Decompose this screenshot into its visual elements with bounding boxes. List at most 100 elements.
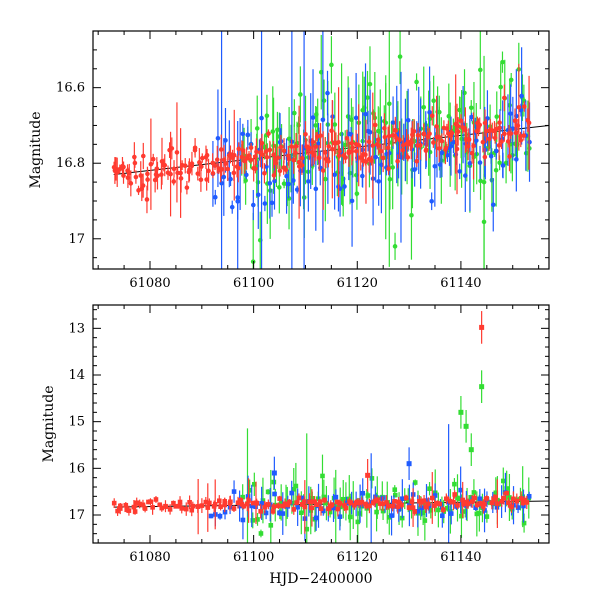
data-point-red <box>516 104 522 110</box>
data-point-blue <box>360 490 366 496</box>
data-point-red <box>313 144 319 149</box>
data-point-red <box>432 503 437 508</box>
data-point-red <box>386 166 391 172</box>
data-point-red <box>217 498 222 504</box>
top-panel: 61080 61100 61120 61140 16.6 16.8 17 Magnitude <box>28 30 550 291</box>
data-point-red <box>271 504 277 510</box>
data-point-red <box>385 145 391 151</box>
data-point-red <box>294 500 299 505</box>
data-point-red <box>390 503 395 509</box>
data-point-red <box>451 499 456 505</box>
data-point-red <box>171 500 176 506</box>
data-point-green <box>355 519 361 525</box>
data-point-blue <box>510 126 516 131</box>
data-point-blue <box>437 162 443 167</box>
data-point-red <box>344 135 350 141</box>
data-point-red <box>241 503 247 509</box>
data-point-green <box>500 59 505 65</box>
data-point-red <box>343 505 349 511</box>
data-point-red <box>350 145 355 150</box>
data-point-red <box>376 143 382 148</box>
data-point-red <box>266 502 271 507</box>
data-point-green <box>412 480 418 485</box>
data-point-blue <box>405 117 411 123</box>
data-point-red <box>115 508 120 514</box>
data-point-green <box>252 482 257 487</box>
data-point-green <box>277 185 282 190</box>
data-point-red <box>137 501 142 507</box>
data-point-red <box>315 502 320 508</box>
data-point-green <box>380 508 386 514</box>
outlier-point <box>468 447 474 453</box>
data-point-green <box>405 497 411 503</box>
data-point-red <box>187 499 192 505</box>
bottom-y-axis-title: Magnitude <box>41 385 57 462</box>
data-point-red <box>316 155 322 160</box>
data-point-red <box>254 149 259 154</box>
y-tick-label: 17 <box>68 232 85 247</box>
data-point-red <box>199 164 204 169</box>
data-point-red <box>183 506 189 512</box>
data-point-red <box>506 500 511 505</box>
data-point-green <box>299 510 304 516</box>
data-point-red <box>173 504 179 509</box>
data-point-red <box>397 137 402 143</box>
data-point-blue <box>367 129 373 135</box>
data-point-red <box>348 500 354 505</box>
data-point-green <box>507 495 512 500</box>
data-point-red <box>411 128 417 134</box>
data-point-red <box>326 506 331 512</box>
data-point-red <box>128 181 134 186</box>
data-point-green <box>329 62 334 68</box>
data-point-red <box>508 131 514 136</box>
data-point-red <box>482 154 488 160</box>
data-point-blue <box>251 202 256 208</box>
data-point-blue <box>390 120 396 125</box>
data-point-red <box>320 168 326 173</box>
data-point-green <box>414 79 419 85</box>
data-point-red <box>384 500 389 505</box>
data-point-red <box>335 506 341 512</box>
data-point-green <box>293 483 299 489</box>
data-point-red <box>356 142 362 148</box>
data-point-red <box>184 185 190 190</box>
data-point-green <box>286 136 292 142</box>
data-point-red <box>469 499 475 504</box>
data-point-red <box>477 122 483 128</box>
data-point-green <box>462 509 468 514</box>
data-point-red <box>236 146 242 152</box>
data-point-red <box>225 166 231 172</box>
data-point-red <box>481 504 486 509</box>
data-point-red <box>179 506 185 511</box>
data-point-red <box>322 150 328 155</box>
data-point-red <box>380 155 386 161</box>
data-point-red <box>463 127 468 133</box>
data-point-green <box>468 105 474 111</box>
data-point-red <box>393 128 398 133</box>
data-point-green <box>304 526 310 532</box>
data-point-red <box>206 168 211 174</box>
data-point-red <box>366 139 372 145</box>
data-point-green <box>521 520 527 526</box>
data-point-red <box>374 497 380 503</box>
data-point-red <box>283 167 289 173</box>
data-point-red <box>267 147 273 153</box>
data-point-red <box>496 143 502 148</box>
data-point-red <box>176 503 181 509</box>
data-point-blue <box>467 160 473 166</box>
x-tick-label: 61120 <box>337 276 378 291</box>
data-point-red <box>132 509 138 514</box>
data-point-red <box>293 150 298 155</box>
data-point-red <box>465 501 471 506</box>
data-point-red <box>239 154 245 160</box>
data-point-green <box>278 500 284 505</box>
data-point-red <box>466 137 472 142</box>
data-point-green <box>471 490 477 495</box>
data-point-green <box>497 160 502 166</box>
data-point-blue <box>259 115 264 121</box>
data-point-green <box>436 507 441 513</box>
data-point-red <box>330 146 335 152</box>
data-point-red <box>171 166 177 172</box>
data-point-green <box>420 510 426 516</box>
data-point-green <box>258 531 264 536</box>
